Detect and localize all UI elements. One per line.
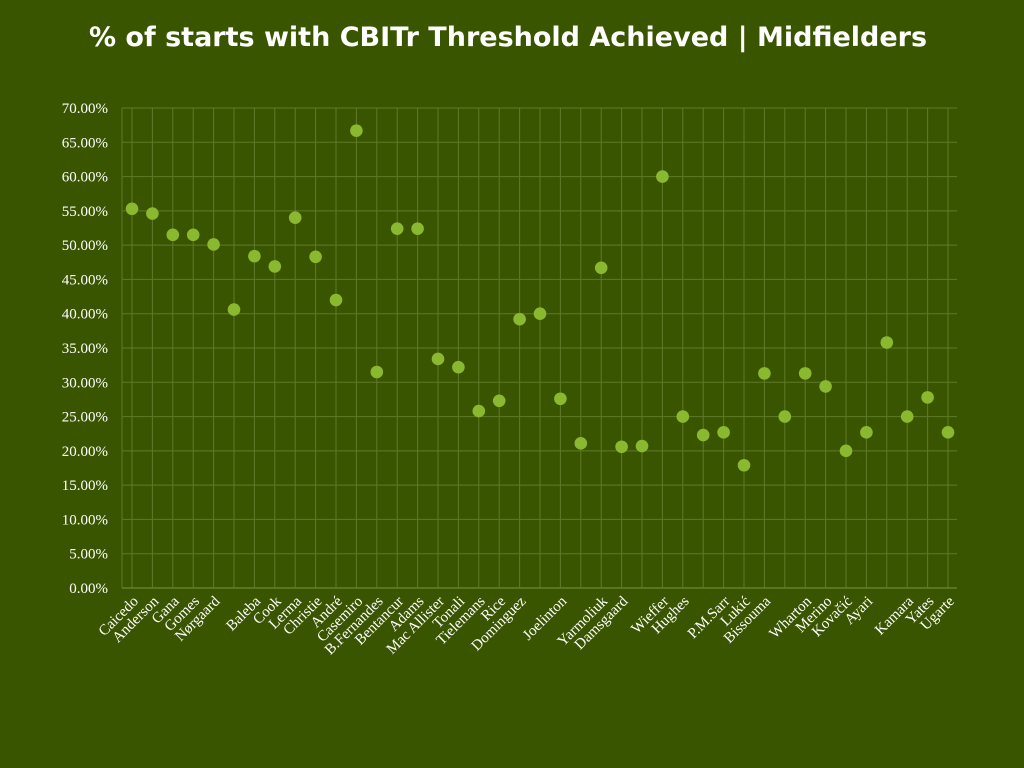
data-point: [900, 410, 914, 423]
data-point: [227, 303, 241, 316]
data-point: [615, 440, 628, 454]
y-tick-label: 0.00%: [69, 581, 108, 597]
data-point: [778, 410, 792, 423]
data-point: [513, 312, 526, 326]
chart-title: % of starts with CBITr Threshold Achieve…: [89, 22, 927, 53]
data-point: [860, 426, 873, 439]
data-point: [717, 426, 730, 439]
data-point: [492, 394, 506, 408]
y-tick-label: 60.00%: [62, 170, 108, 186]
data-point: [676, 410, 690, 423]
data-point: [207, 238, 220, 251]
data-point: [921, 391, 934, 404]
data-point: [125, 202, 139, 216]
data-point: [594, 261, 608, 275]
data-point: [696, 428, 710, 442]
y-tick-label: 15.00%: [62, 478, 108, 494]
data-points: [125, 124, 955, 472]
data-point: [248, 249, 261, 263]
data-point: [758, 367, 771, 380]
data-point: [186, 228, 200, 242]
data-point: [329, 293, 343, 307]
y-axis-ticks: 0.00% 5.00% 10.00% 15.00% 20.00% 25.00% 30.00%…: [62, 101, 108, 597]
y-tick-label: 10.00%: [62, 512, 108, 528]
y-tick-label: 35.00%: [62, 341, 108, 357]
y-tick-label: 40.00%: [62, 307, 108, 323]
y-tick-label: 20.00%: [62, 444, 108, 460]
data-point: [411, 222, 424, 235]
data-point: [350, 124, 363, 137]
data-point: [288, 211, 302, 225]
data-point: [574, 437, 588, 450]
data-point: [554, 392, 567, 406]
y-tick-label: 45.00%: [62, 272, 108, 288]
data-point: [635, 439, 649, 453]
data-point: [737, 458, 751, 472]
y-tick-label: 70.00%: [62, 101, 108, 117]
data-point: [146, 207, 159, 220]
data-point: [533, 307, 547, 321]
data-point: [819, 380, 832, 393]
data-point: [166, 228, 180, 242]
data-point: [839, 444, 853, 458]
data-point: [880, 336, 894, 349]
data-point: [656, 170, 669, 183]
data-point: [431, 352, 445, 366]
data-point: [941, 426, 955, 439]
y-tick-label: 30.00%: [62, 375, 108, 391]
y-tick-label: 65.00%: [62, 135, 108, 151]
y-tick-label: 5.00%: [69, 547, 108, 563]
data-point: [390, 222, 404, 235]
data-point: [452, 360, 465, 374]
y-tick-label: 55.00%: [62, 204, 108, 220]
data-point: [472, 404, 486, 418]
y-tick-label: 50.00%: [62, 238, 108, 254]
data-point: [370, 365, 384, 379]
gridlines: [121, 107, 957, 589]
data-point: [798, 367, 812, 380]
y-tick-label: 25.00%: [62, 410, 108, 426]
data-point: [309, 250, 322, 264]
data-point: [268, 260, 282, 273]
